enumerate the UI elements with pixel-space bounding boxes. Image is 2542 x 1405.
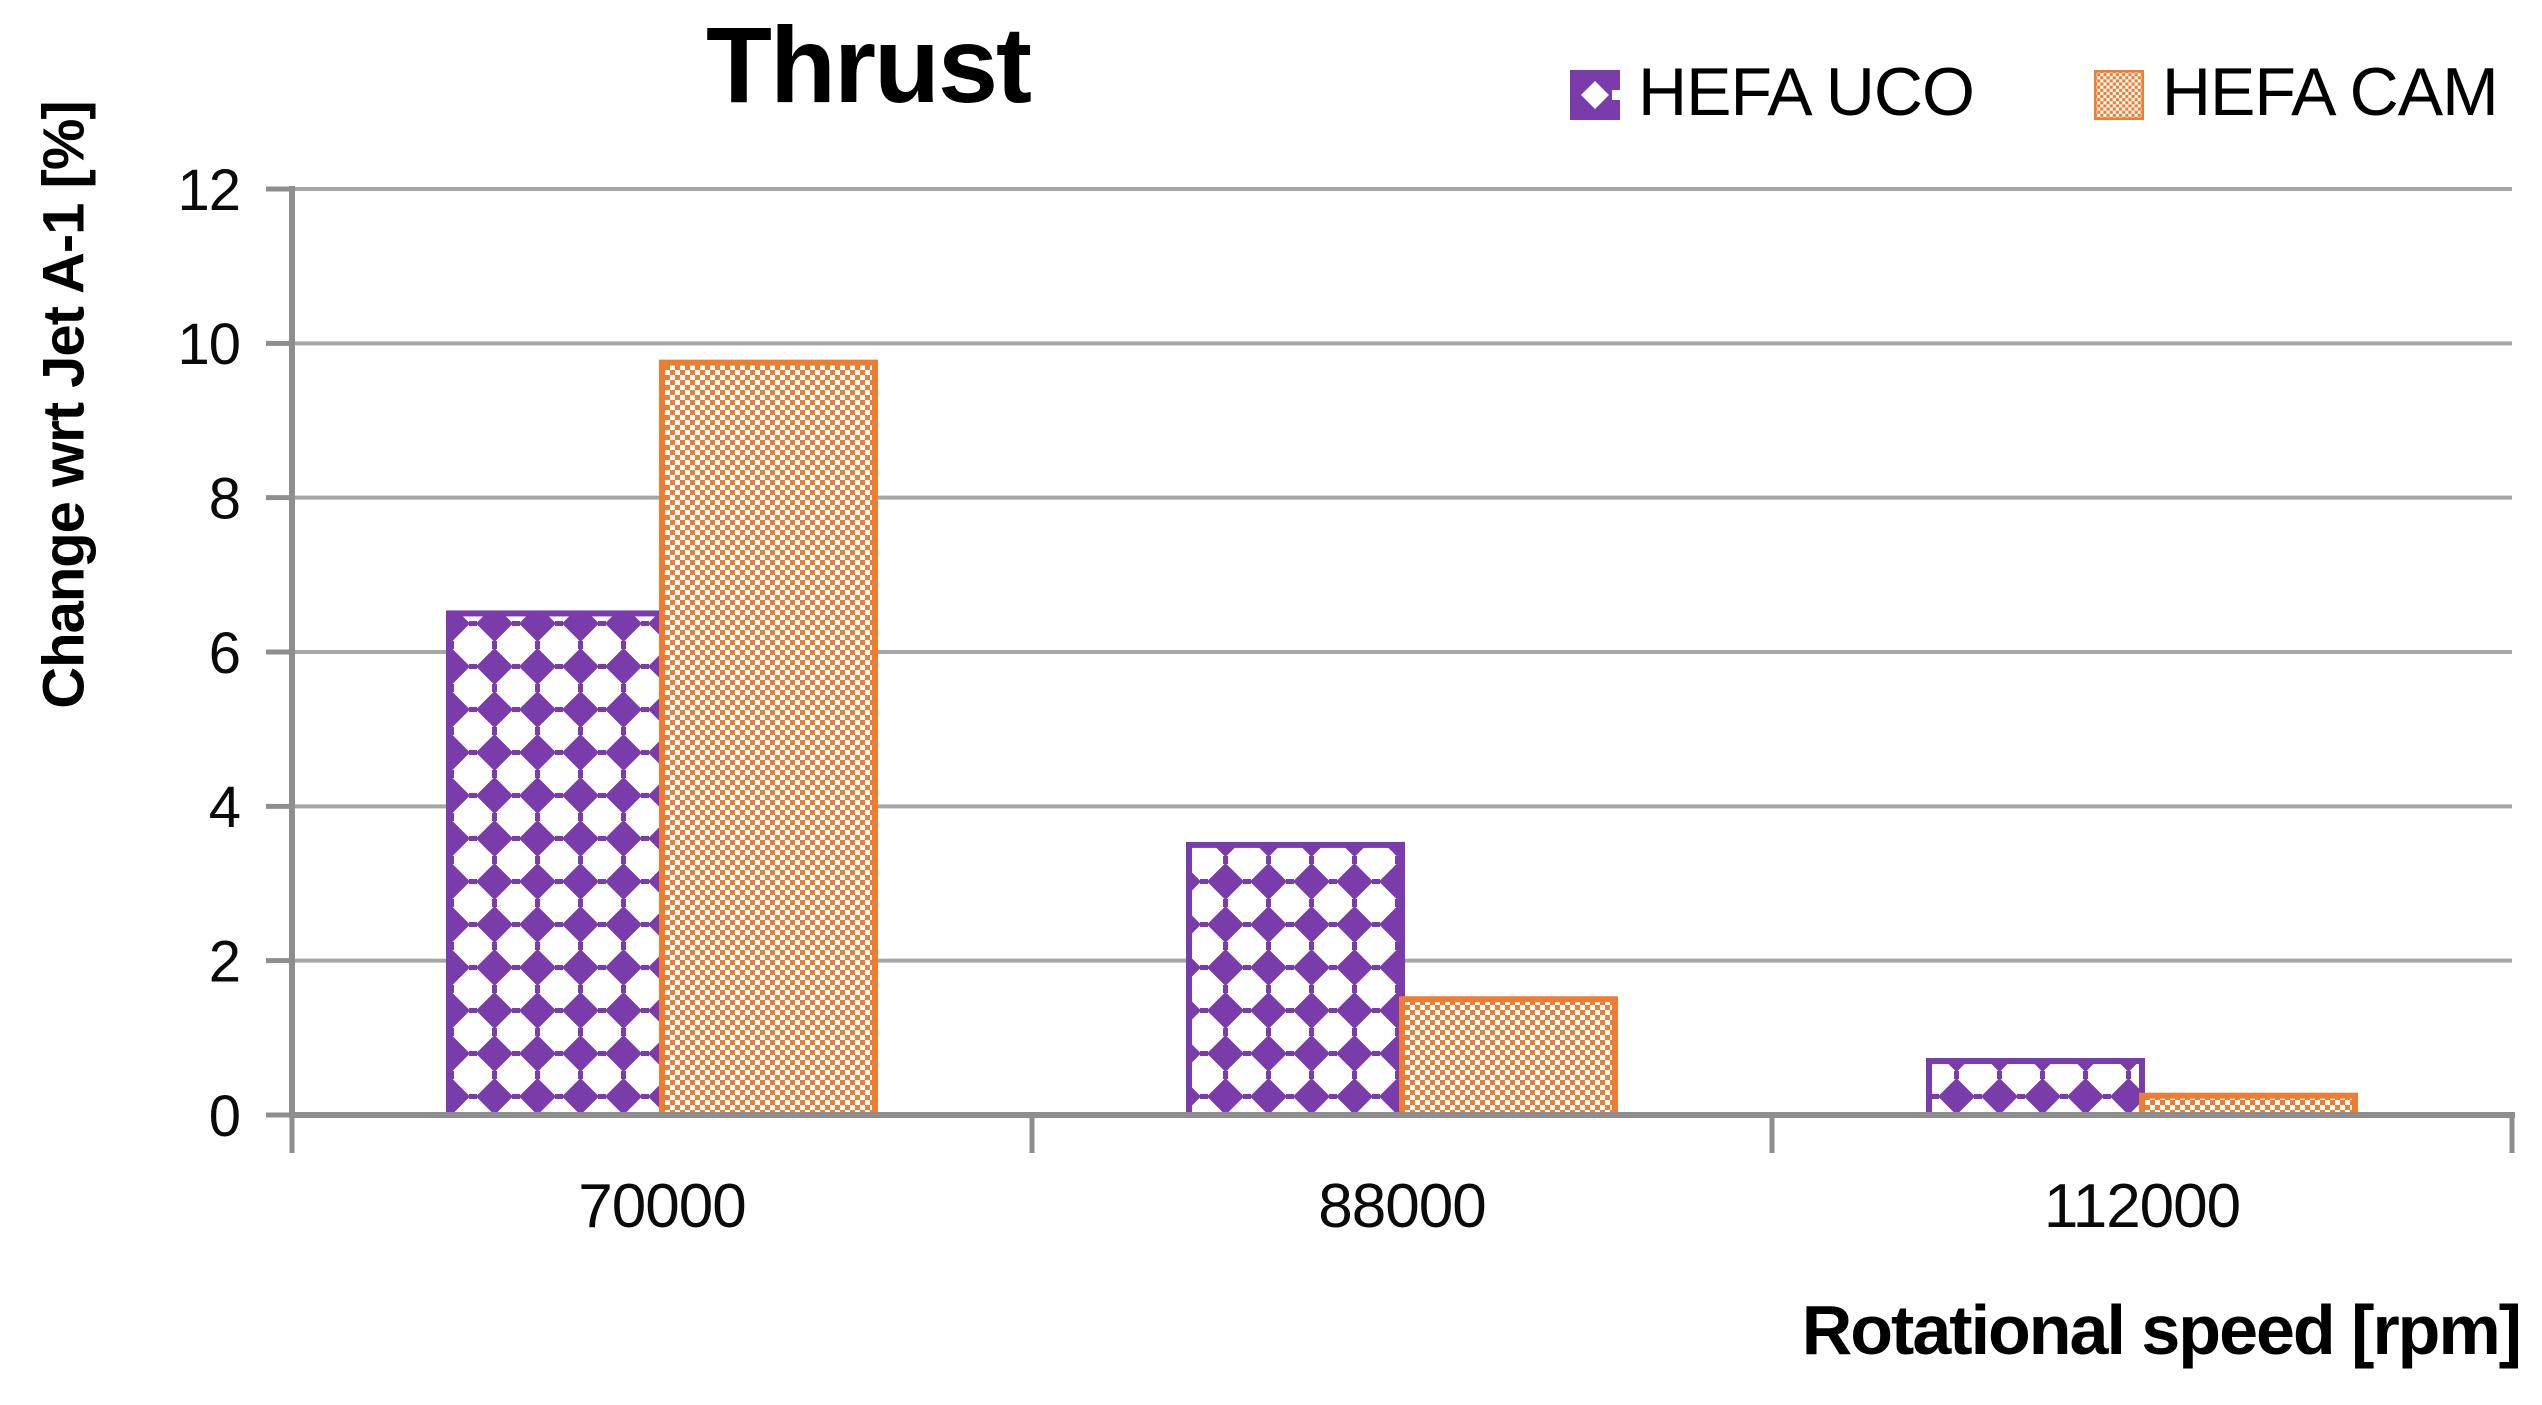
- y-tick-label: 12: [177, 158, 240, 223]
- chart-title: Thrust: [706, 4, 1032, 125]
- y-tick-label: 4: [209, 775, 240, 840]
- axis-labels: 0 2 4 6 8 10 12 70000 88000 112000: [177, 158, 2241, 1241]
- y-tick-label: 10: [177, 312, 240, 377]
- legend-item-hefa-cam: HEFA CAM: [2093, 54, 2499, 132]
- legend-swatch-diamond-icon: [1570, 70, 1620, 120]
- y-tick-label: 8: [209, 467, 240, 532]
- legend-swatch-checker-icon: [2093, 70, 2144, 120]
- bar-hefa-uco-112000: [1926, 1057, 2145, 1118]
- bar-hefa-uco-70000: [446, 610, 665, 1119]
- legend: HEFA UCO HEFA CAM: [1570, 54, 2499, 132]
- y-tick-label: 0: [209, 1084, 240, 1149]
- y-axis-title: Change wrt Jet A-1 [%]: [31, 101, 97, 709]
- bars: [446, 359, 2358, 1119]
- y-tick-label: 2: [209, 930, 240, 995]
- bar-hefa-uco-88000: [1186, 841, 1405, 1119]
- legend-label-hefa-cam: HEFA CAM: [2161, 54, 2499, 130]
- legend-item-hefa-uco: HEFA UCO: [1570, 54, 1975, 132]
- axes: [266, 186, 2515, 1153]
- bar-hefa-cam-70000: [659, 359, 878, 1118]
- x-tick-label: 70000: [578, 1172, 745, 1241]
- y-tick-label: 6: [209, 621, 240, 686]
- x-tick-label: 88000: [1318, 1172, 1485, 1241]
- legend-label-hefa-uco: HEFA UCO: [1638, 54, 1975, 130]
- x-tick-label: 112000: [2044, 1172, 2240, 1241]
- bar-hefa-cam-88000: [1399, 996, 1618, 1118]
- x-axis-title: Rotational speed [rpm]: [1801, 1291, 2522, 1369]
